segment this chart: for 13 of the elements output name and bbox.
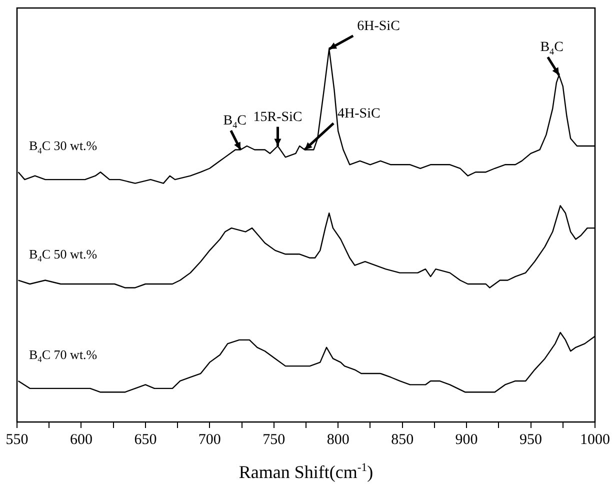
annotation: 4H-SiC — [338, 106, 380, 122]
annotation: 6H-SiC — [357, 18, 400, 34]
x-tick-label: 850 — [391, 432, 414, 448]
annotation: 15R-SiC — [253, 110, 302, 125]
x-tick-label: 700 — [198, 432, 221, 448]
x-tick-label: 600 — [70, 432, 92, 448]
x-tick-label: 900 — [455, 432, 478, 448]
x-tick-label: 1000 — [580, 432, 610, 448]
x-tick-label: 550 — [6, 432, 28, 448]
x-tick-label: 800 — [326, 432, 350, 448]
x-tick-label: 650 — [134, 432, 157, 448]
x-tick-label: 950 — [520, 432, 542, 448]
x-tick-label: 750 — [262, 432, 286, 448]
